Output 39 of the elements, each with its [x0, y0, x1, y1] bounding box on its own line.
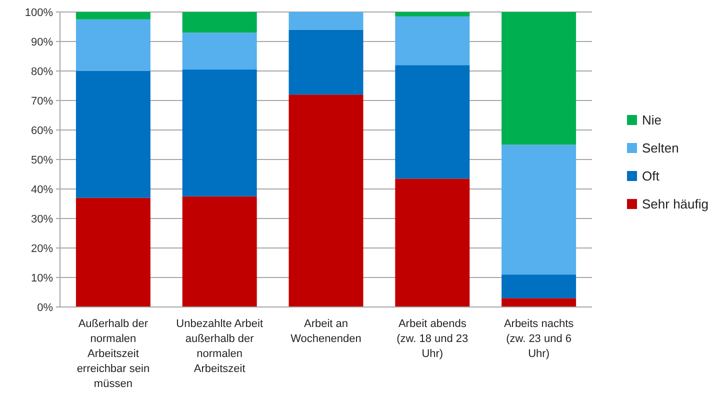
bar: [502, 12, 576, 145]
bar: [76, 198, 150, 307]
x-tick-label: Arbeits nachts (zw. 23 und 6 Uhr): [504, 318, 574, 360]
y-tick-label: 20%: [30, 242, 54, 255]
y-tick-label: 10%: [30, 272, 54, 284]
y-tick-label: 50%: [30, 154, 54, 166]
legend-label: Nie: [642, 112, 662, 128]
bar: [502, 144, 576, 275]
y-tick-label: 60%: [30, 124, 54, 137]
bar: [182, 196, 257, 307]
bar: [182, 32, 257, 70]
x-tick-label: Arbeit an Wochenenden: [290, 318, 362, 345]
bar: [395, 65, 470, 179]
x-tick-label: Unbezahlte Arbeit außerhalb der normalen Arbeitszeit: [176, 318, 264, 375]
y-tick-label: 40%: [30, 184, 54, 196]
y-tick-label: 90%: [30, 36, 54, 48]
legend-label: Oft: [642, 168, 660, 184]
y-tick-label: 80%: [30, 66, 54, 78]
bar: [288, 12, 364, 30]
y-tick-label: 70%: [30, 95, 54, 108]
bar: [76, 12, 150, 20]
x-tick-label: Arbeit abends (zw. 18 und 23 Uhr): [396, 318, 468, 360]
y-tick-label: 100%: [24, 6, 54, 19]
bar: [76, 71, 150, 198]
x-tick-label: Außerhalb der normalen Arbeitszeit erreichbar sein müssen: [76, 318, 150, 390]
bar: [395, 178, 470, 307]
bar: [502, 298, 576, 307]
bar: [182, 12, 257, 33]
bar: [502, 274, 576, 298]
bar: [182, 70, 257, 196]
bar: [395, 12, 470, 16]
legend-label: Sehr häufig: [642, 196, 708, 212]
bar: [288, 30, 364, 95]
y-tick-label: 0%: [37, 302, 54, 314]
bar: [288, 94, 364, 307]
y-tick-label: 30%: [30, 213, 54, 226]
legend-label: Selten: [642, 140, 679, 156]
bar: [76, 19, 150, 71]
bar: [395, 16, 470, 66]
